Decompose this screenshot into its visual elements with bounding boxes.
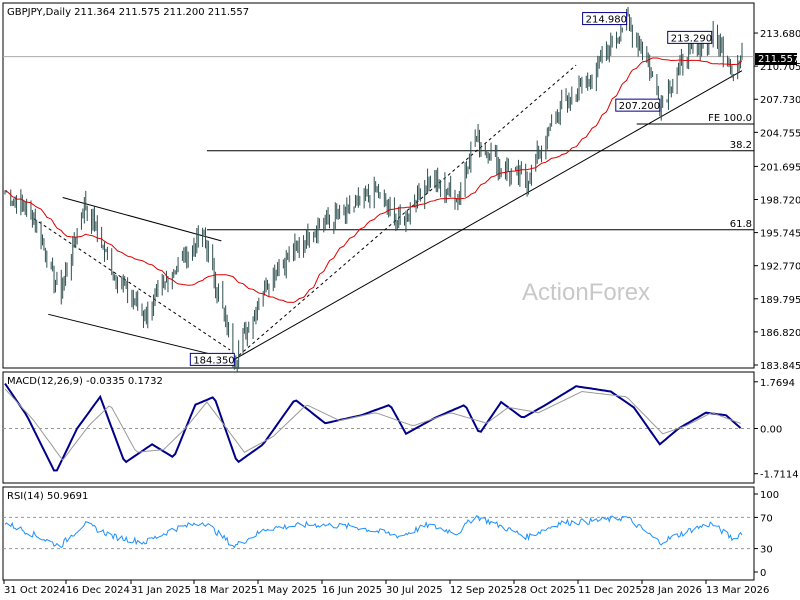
x-tick-label: 28 Oct 2025 [514, 585, 576, 596]
x-tick-label: 31 Oct 2024 [4, 585, 66, 596]
rsi-line [4, 515, 743, 549]
x-tick-label: 1 May 2025 [258, 585, 317, 596]
fib-label: 38.2 [730, 140, 752, 151]
price-label-box [582, 12, 628, 26]
price-y-tick: 192.770 [760, 262, 800, 273]
fib-label: 61.8 [730, 219, 752, 230]
x-tick-label: 18 Mar 2025 [194, 585, 257, 596]
fib-label: FE 100.0 [708, 113, 752, 124]
price-y-tick: 204.755 [760, 128, 800, 139]
price-label-box [615, 98, 661, 112]
moving-average [5, 57, 743, 303]
price-bars [4, 6, 743, 372]
price-y-tick: 210.705 [760, 62, 800, 73]
trend-line [48, 313, 231, 360]
trend-line [62, 197, 222, 242]
x-tick-label: 31 Jan 2025 [131, 585, 191, 596]
signal-line [4, 388, 741, 462]
macd-y-tick: -1.7114 [760, 470, 799, 481]
price-title: GBPJPY,Daily 211.364 211.575 211.200 211… [7, 7, 249, 18]
price-y-tick: 189.795 [760, 295, 800, 306]
macd-title: MACD(12,26,9) -0.0335 0.1732 [7, 376, 163, 387]
rsi-line [3, 515, 754, 550]
rsi-y-tick: 70 [760, 513, 773, 524]
price-y-tick: 201.695 [760, 162, 800, 173]
rsi-y-tick: 0 [760, 568, 766, 579]
price-label-box [667, 30, 713, 44]
x-tick-label: 16 Jun 2025 [322, 585, 382, 596]
macd-line [4, 383, 742, 472]
price-y-tick: 198.720 [760, 195, 800, 206]
x-tick-label: 16 Dec 2024 [66, 585, 130, 596]
macd-y-tick: 1.7694 [760, 378, 795, 389]
ma-line [5, 57, 743, 303]
price-label: 184.350 [193, 355, 234, 366]
x-tick-label: 11 Dec 2025 [578, 585, 642, 596]
macd-panel-frame [2, 371, 755, 484]
rsi-title: RSI(14) 50.9691 [7, 491, 88, 502]
x-tick-label: 13 Mar 2026 [706, 585, 769, 596]
price-label: 214.980 [586, 15, 627, 26]
last-price-tag [755, 53, 797, 65]
x-tick-label: 12 Sep 2025 [450, 585, 513, 596]
macd-lines [3, 383, 754, 472]
price-y-tick: 207.730 [760, 95, 800, 106]
price-y-tick: 213.680 [760, 29, 800, 40]
trend-line [234, 70, 743, 360]
macd-y-tick: 0.00 [760, 425, 782, 436]
x-tick-label: 28 Jan 2026 [642, 585, 702, 596]
price-label: 213.290 [671, 33, 712, 44]
last-price-value: 211.557 [758, 54, 799, 65]
x-axis-ticks: 31 Oct 2024 16 Dec 2024 31 Jan 2025 18 Mar … [3, 580, 769, 596]
price-y-tick: 186.820 [760, 328, 800, 339]
price-y-tick: 183.845 [760, 361, 800, 372]
watermark: ActionForex [522, 279, 650, 306]
trend-lines [3, 56, 754, 360]
price-label: 207.200 [619, 101, 660, 112]
rsi-y-tick: 100 [760, 490, 779, 501]
x-tick-label: 30 Jul 2025 [386, 585, 443, 596]
rsi-y-tick: 30 [760, 545, 773, 556]
price-y-tick: 195.745 [760, 229, 800, 240]
y-axis-ticks: 213.680 210.705 207.730 204.755 201.695 198.7… [754, 29, 800, 579]
rsi-panel-frame [2, 486, 755, 581]
price-labels: 214.980 213.290 207.200 184.350 [189, 12, 713, 366]
price-label-box [189, 352, 235, 366]
